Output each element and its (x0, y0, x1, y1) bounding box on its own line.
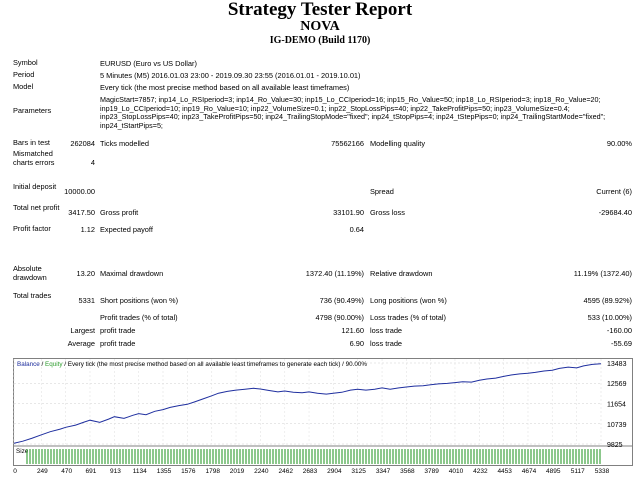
gross-profit-value: 33101.90 (333, 208, 364, 217)
x-tick-label: 3125 (351, 468, 366, 475)
expert-name: NOVA (300, 19, 340, 34)
period-value: 5 Minutes (M5) 2016.01.03 23:00 - 2019.0… (100, 71, 361, 80)
chart-frame (13, 358, 633, 466)
model-label: Model (13, 82, 34, 91)
long-positions-value: 4595 (89.92%) (583, 296, 632, 305)
relative-drawdown-label: Relative drawdown (370, 269, 433, 278)
absolute-drawdown-label: Absolute drawdown (13, 264, 47, 282)
quality-value: 90.00% (606, 139, 632, 148)
x-tick-label: 1798 (205, 468, 220, 475)
relative-drawdown-value: 11.19% (1372.40) (573, 269, 632, 278)
profit-factor-value: 1.12 (80, 225, 95, 234)
expected-payoff-label: Expected payoff (100, 225, 153, 234)
y-tick-label: 11654 (607, 402, 626, 409)
x-tick-label: 1576 (181, 468, 196, 475)
x-tick-label: 2904 (327, 468, 342, 475)
deposit-value: 10000.00 (64, 187, 95, 196)
gross-loss-label: Gross loss (370, 208, 405, 217)
x-tick-label: 2240 (254, 468, 269, 475)
y-tick-label: 12569 (607, 381, 627, 388)
x-tick-label: 3568 (400, 468, 415, 475)
total-trades-label: Total trades (13, 291, 52, 300)
average-loss-label: loss trade (370, 339, 403, 348)
report-title: Strategy Tester Report (227, 0, 413, 20)
largest-label: Largest (70, 326, 95, 335)
mismatch-label: Mismatched charts errors (13, 149, 55, 167)
ticks-label: Ticks modelled (100, 139, 150, 148)
balance-series-line (13, 363, 602, 444)
gross-profit-label: Gross profit (100, 208, 139, 217)
average-profit-label: profit trade (100, 339, 136, 348)
x-tick-label: 470 (61, 468, 72, 475)
average-loss-value: -55.69 (611, 339, 632, 348)
profit-trades-label: Profit trades (% of total) (100, 313, 178, 322)
x-tick-label: 249 (37, 468, 48, 475)
spread-label: Spread (370, 187, 394, 196)
quality-label: Modelling quality (370, 139, 426, 148)
largest-profit-label: profit trade (100, 326, 136, 335)
profit-factor-label: Profit factor (13, 224, 51, 233)
loss-trades-value: 533 (10.00%) (587, 313, 632, 322)
average-profit-value: 6.90 (349, 339, 364, 348)
x-tick-label: 3347 (376, 468, 391, 475)
x-tick-label: 5117 (571, 468, 585, 475)
x-tick-label: 4674 (522, 468, 537, 475)
net-profit-value: 3417.50 (68, 208, 95, 217)
x-tick-label: 1355 (157, 468, 172, 475)
x-tick-label: 4232 (473, 468, 488, 475)
total-trades-value: 5331 (78, 296, 95, 305)
spread-value: Current (6) (596, 187, 632, 196)
largest-loss-value: -160.00 (606, 326, 632, 335)
largest-loss-label: loss trade (370, 326, 403, 335)
x-tick-label: 1134 (133, 468, 147, 475)
x-tick-label: 5338 (595, 468, 610, 475)
net-profit-label: Total net profit (13, 203, 60, 212)
y-tick-label: 9825 (607, 442, 623, 449)
x-tick-label: 0 (13, 468, 17, 475)
x-tick-label: 913 (110, 468, 121, 475)
maximal-drawdown-label: Maximal drawdown (100, 269, 164, 278)
x-tick-label: 3789 (424, 468, 439, 475)
model-value: Every tick (the most precise method base… (100, 83, 350, 92)
y-tick-label: 10739 (607, 422, 627, 429)
mismatch-value: 4 (90, 158, 95, 167)
bars-value: 262084 (70, 139, 95, 148)
gross-loss-value: -29684.40 (598, 208, 632, 217)
ticks-value: 75562166 (331, 139, 364, 148)
short-positions-label: Short positions (won %) (100, 296, 179, 305)
symbol-label: Symbol (13, 58, 38, 67)
y-tick-label: 13483 (607, 361, 627, 368)
x-tick-label: 4895 (546, 468, 561, 475)
parameters-value: MagicStart=7857; inp14_Lo_RSIperiod=3; i… (100, 95, 606, 130)
maximal-drawdown-value: 1372.40 (11.19%) (305, 269, 364, 278)
short-positions-value: 736 (90.49%) (319, 296, 364, 305)
balance-equity-chart: 13483 12569 11654 10739 9825 0 249 470 691 913 113… (13, 358, 633, 475)
absolute-drawdown-value: 13.20 (76, 269, 96, 278)
size-label: Size (16, 448, 29, 455)
expected-payoff-value: 0.64 (349, 225, 364, 234)
symbol-value: EURUSD (Euro vs US Dollar) (100, 59, 197, 68)
x-tick-label: 4010 (449, 468, 464, 475)
x-tick-label: 2683 (303, 468, 318, 475)
period-label: Period (13, 70, 35, 79)
profit-trades-value: 4798 (90.00%) (315, 313, 364, 322)
largest-profit-value: 121.60 (341, 326, 364, 335)
x-tick-label: 2462 (279, 468, 294, 475)
x-tick-label: 2019 (230, 468, 245, 475)
average-label: Average (67, 339, 95, 348)
parameters-label: Parameters (13, 106, 52, 115)
loss-trades-label: Loss trades (% of total) (370, 313, 446, 322)
chart-legend: Balance / Equity / Every tick (the most … (17, 361, 367, 368)
x-tick-label: 691 (86, 468, 97, 475)
deposit-label: Initial deposit (13, 182, 57, 191)
bars-label: Bars in test (13, 138, 50, 147)
long-positions-label: Long positions (won %) (370, 296, 447, 305)
server-build: IG-DEMO (Build 1170) (269, 35, 371, 46)
x-tick-label: 4453 (497, 468, 512, 475)
